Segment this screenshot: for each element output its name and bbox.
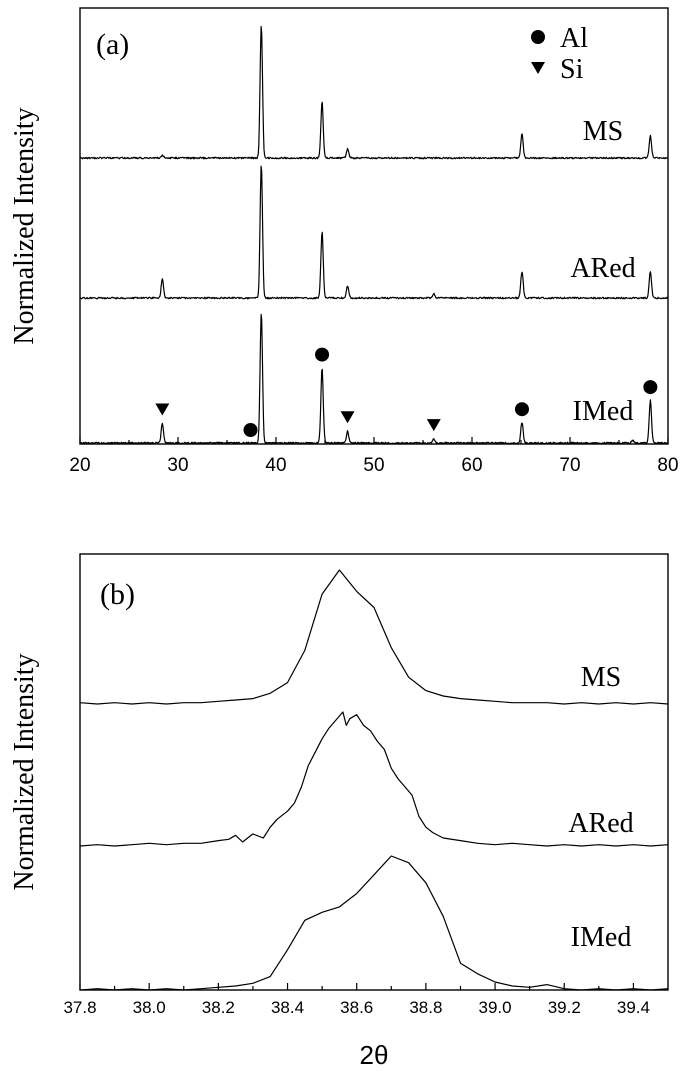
- x-tick-label: 39.0: [479, 998, 512, 1017]
- panel-b-series-labels: MS ARed IMed: [568, 662, 633, 953]
- x-tick-label: 50: [363, 455, 384, 476]
- series-label-ared: ARed: [568, 808, 633, 839]
- al-peak-marker: [643, 380, 658, 395]
- trace-imed: [79, 855, 669, 991]
- trace-imed: [79, 313, 669, 445]
- si-peak-marker: [340, 411, 355, 424]
- panel-a-traces: [79, 25, 669, 445]
- x-tick-label: 38.4: [271, 998, 304, 1017]
- panel-b-x-axis-label: 2θ: [360, 1040, 389, 1070]
- series-label-imed: IMed: [571, 922, 632, 953]
- panel-a-peak-markers: [155, 347, 658, 437]
- x-tick-label: 38.6: [340, 998, 373, 1017]
- x-tick-label: 37.8: [63, 998, 96, 1017]
- al-peak-marker: [514, 402, 529, 417]
- legend-al-marker: [531, 30, 545, 44]
- si-peak-marker: [155, 403, 170, 416]
- x-tick-label: 39.2: [548, 998, 581, 1017]
- panel-b-label: (b): [100, 578, 135, 611]
- panel-a-legend: Al Si: [531, 23, 588, 85]
- x-tick-label: 40: [265, 455, 286, 476]
- panel-a-y-axis-label: Normalized Intensity: [9, 107, 40, 344]
- legend-al-label: Al: [560, 23, 588, 54]
- x-tick-label: 38.2: [202, 998, 235, 1017]
- trace-ms: [79, 569, 669, 705]
- panel-b: 37.8 38.0 38.2 38.4 38.6 38.8 39.0 39.2 39.4 MS A…: [9, 553, 669, 1070]
- x-tick-label: 60: [461, 455, 482, 476]
- x-tick-label: 70: [559, 455, 580, 476]
- panel-b-frame: [79, 553, 669, 991]
- x-tick-label: 30: [167, 455, 188, 476]
- series-label-ms: MS: [581, 662, 621, 693]
- panel-b-traces: [79, 569, 669, 991]
- al-peak-marker: [243, 423, 258, 437]
- series-label-ms: MS: [583, 116, 623, 147]
- series-label-imed: IMed: [573, 396, 634, 427]
- x-tick-label: 80: [657, 455, 678, 476]
- panel-a: 20 30 40 50 60 70 80 MS ARed IMed (a) Normalized…: [9, 7, 679, 476]
- trace-ared: [79, 165, 669, 300]
- trace-ared: [79, 711, 669, 847]
- x-tick-label: 38.8: [409, 998, 442, 1017]
- panel-a-label: (a): [96, 28, 129, 61]
- panel-a-series-labels: MS ARed IMed: [570, 116, 635, 427]
- si-peak-marker: [426, 419, 441, 432]
- series-label-ared: ARed: [570, 253, 635, 284]
- legend-si-marker: [531, 62, 545, 74]
- al-peak-marker: [315, 347, 330, 362]
- x-tick-label: 38.0: [133, 998, 166, 1017]
- panel-b-x-axis: 37.8 38.0 38.2 38.4 38.6 38.8 39.0 39.2 39.4: [63, 983, 650, 1017]
- x-tick-label: 39.4: [617, 998, 650, 1017]
- panel-b-y-axis-label: Normalized Intensity: [9, 653, 40, 890]
- trace-ms: [79, 25, 669, 160]
- legend-si-label: Si: [560, 54, 584, 85]
- x-tick-label: 20: [69, 455, 90, 476]
